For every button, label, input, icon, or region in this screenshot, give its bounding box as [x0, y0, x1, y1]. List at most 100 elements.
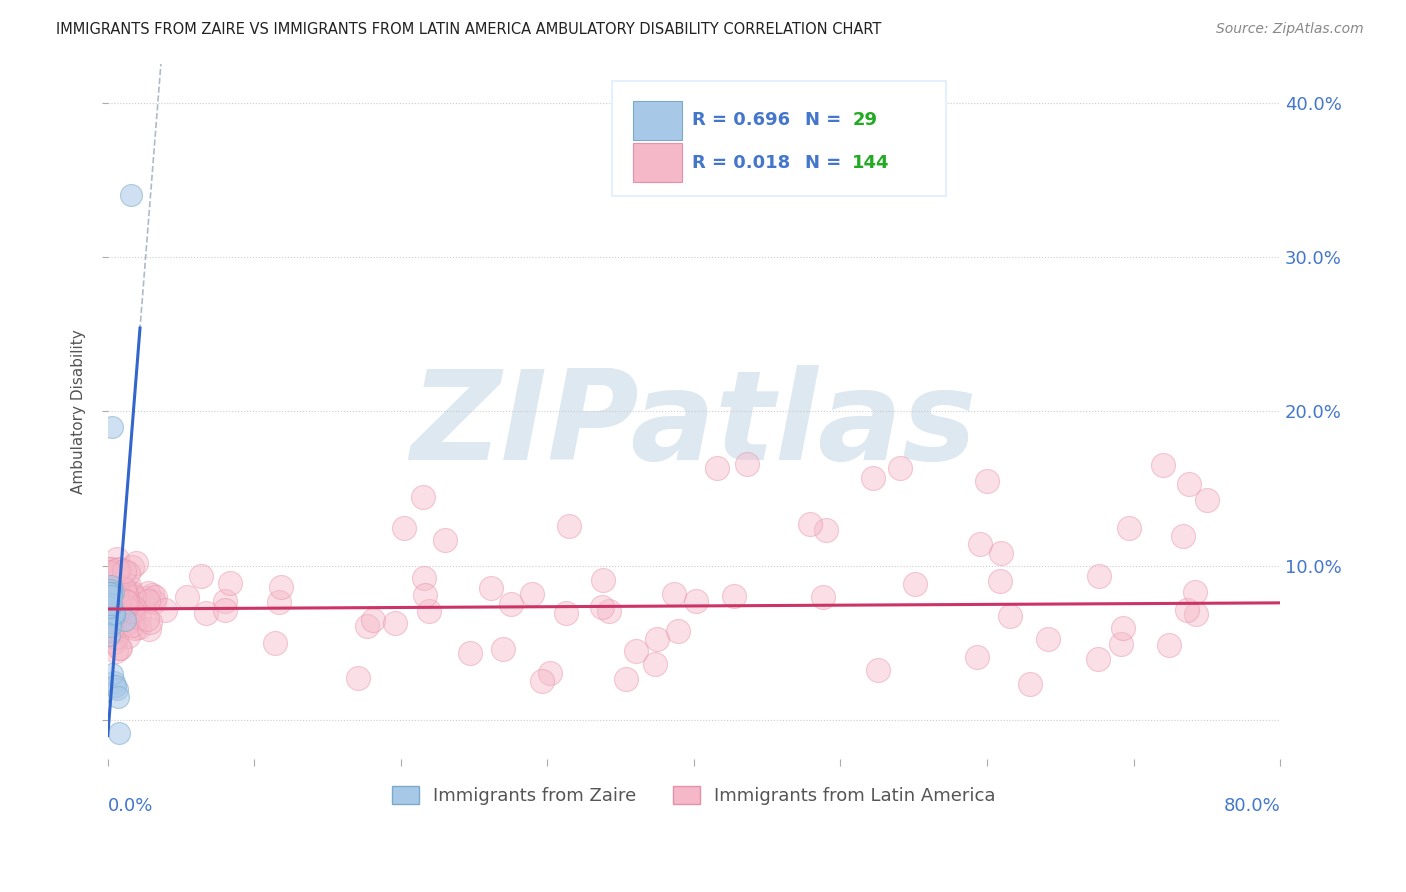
Point — [598, 604, 620, 618]
Point — [101, 666, 124, 681]
Point — [668, 624, 690, 639]
Point — [107, 591, 129, 606]
Point — [706, 460, 728, 475]
Point — [105, 682, 128, 697]
Point — [100, 586, 122, 600]
Point — [100, 568, 122, 582]
Point — [998, 609, 1021, 624]
Point — [218, 576, 240, 591]
Point — [121, 586, 143, 600]
Point — [114, 587, 136, 601]
Point — [115, 604, 138, 618]
Point — [270, 580, 292, 594]
Point — [128, 620, 150, 634]
Point — [434, 533, 457, 547]
Point — [644, 657, 666, 672]
Point — [723, 590, 745, 604]
Point — [114, 616, 136, 631]
Point — [115, 595, 138, 609]
FancyBboxPatch shape — [633, 101, 682, 140]
Point — [346, 671, 368, 685]
Point — [664, 587, 686, 601]
Point — [492, 641, 515, 656]
Point — [141, 588, 163, 602]
Point — [107, 561, 129, 575]
Point — [98, 599, 121, 614]
Point — [194, 606, 217, 620]
Point — [112, 615, 135, 629]
Point — [98, 562, 121, 576]
Point — [97, 588, 120, 602]
Point — [1112, 622, 1135, 636]
Point — [124, 621, 146, 635]
Point — [1152, 458, 1174, 473]
Point — [138, 586, 160, 600]
Point — [112, 582, 135, 596]
Point — [105, 596, 128, 610]
Point — [1019, 677, 1042, 691]
Point — [1184, 607, 1206, 622]
Point — [98, 582, 121, 597]
Point — [114, 613, 136, 627]
Text: N =: N = — [806, 153, 848, 172]
Point — [104, 630, 127, 644]
Point — [112, 564, 135, 578]
Point — [108, 602, 131, 616]
Point — [120, 188, 142, 202]
Point — [117, 606, 139, 620]
Point — [98, 615, 121, 629]
Point — [267, 595, 290, 609]
Text: 29: 29 — [852, 112, 877, 129]
Point — [868, 663, 890, 677]
Point — [111, 607, 134, 622]
Point — [117, 566, 139, 580]
Point — [990, 574, 1012, 589]
Point — [392, 521, 415, 535]
Point — [969, 536, 991, 550]
Point — [107, 584, 129, 599]
Point — [135, 591, 157, 605]
Point — [98, 619, 121, 633]
Point — [624, 644, 647, 658]
Point — [145, 590, 167, 604]
Point — [100, 594, 122, 608]
Point — [103, 674, 125, 689]
Point — [361, 613, 384, 627]
Point — [384, 616, 406, 631]
Point — [904, 576, 927, 591]
Point — [990, 546, 1012, 560]
Text: R = 0.018: R = 0.018 — [692, 153, 790, 172]
Y-axis label: Ambulatory Disability: Ambulatory Disability — [72, 329, 86, 494]
Point — [122, 602, 145, 616]
Point — [121, 618, 143, 632]
Point — [1088, 568, 1111, 582]
Point — [889, 461, 911, 475]
Point — [1038, 632, 1060, 647]
Point — [592, 573, 614, 587]
Point — [591, 599, 613, 614]
Point — [1157, 638, 1180, 652]
Point — [138, 622, 160, 636]
Point — [100, 574, 122, 588]
Point — [98, 592, 121, 607]
Point — [1111, 637, 1133, 651]
Point — [98, 610, 121, 624]
Point — [97, 628, 120, 642]
Point — [122, 590, 145, 604]
Point — [190, 568, 212, 582]
Point — [98, 565, 121, 579]
Point — [105, 584, 128, 599]
Point — [115, 590, 138, 604]
Text: 144: 144 — [852, 153, 890, 172]
Point — [1118, 521, 1140, 535]
Point — [114, 599, 136, 614]
Point — [815, 523, 838, 537]
Point — [458, 646, 481, 660]
Point — [263, 635, 285, 649]
Text: 0.0%: 0.0% — [108, 797, 153, 815]
Point — [101, 605, 124, 619]
Point — [538, 666, 561, 681]
Point — [112, 580, 135, 594]
Point — [214, 603, 236, 617]
Point — [98, 580, 121, 594]
